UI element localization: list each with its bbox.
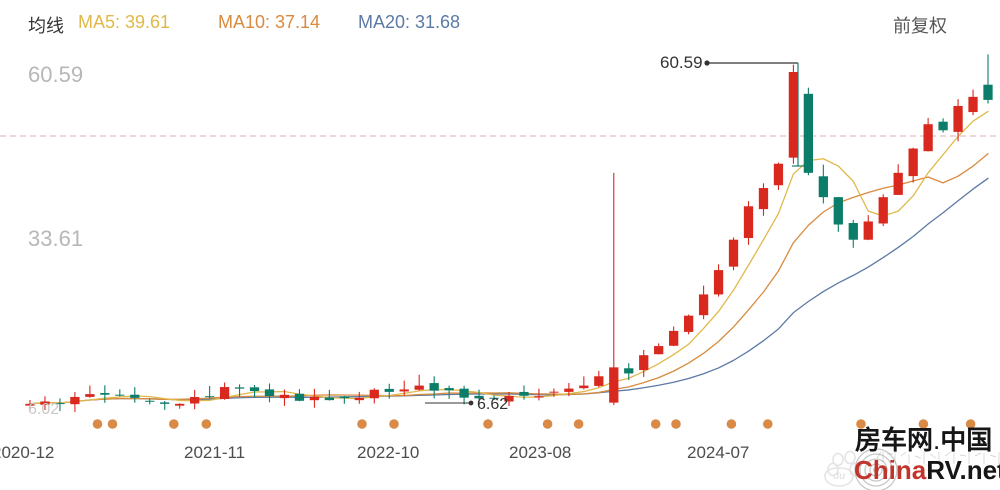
svg-text:6.02: 6.02 — [28, 401, 59, 418]
svg-text:6.62: 6.62 — [477, 396, 508, 413]
svg-text:du: du — [833, 471, 845, 482]
svg-text:60.59: 60.59 — [660, 53, 703, 72]
